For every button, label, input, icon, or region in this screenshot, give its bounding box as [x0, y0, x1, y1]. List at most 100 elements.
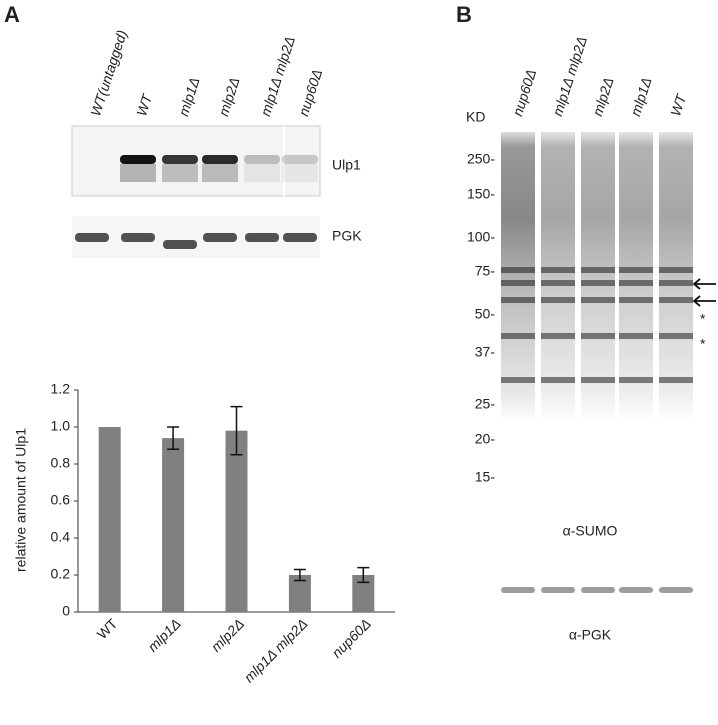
- band: [619, 280, 653, 286]
- y-tick-label: 0.6: [51, 492, 71, 508]
- marker-label: 100-: [467, 229, 495, 245]
- x-tick-label: nup60Δ: [329, 615, 374, 660]
- marker-label: 25-: [475, 396, 496, 412]
- smear: [120, 164, 156, 182]
- bar: [288, 575, 311, 612]
- band: [581, 333, 615, 339]
- blot-pgk: [72, 216, 320, 258]
- y-tick-label: 1.0: [51, 418, 71, 434]
- band: [581, 280, 615, 286]
- lane-label: mlp2Δ: [215, 75, 243, 118]
- y-tick-label: 1.2: [51, 381, 71, 397]
- blot-label: α-PGK: [569, 627, 612, 643]
- band: [163, 240, 197, 249]
- band: [619, 267, 653, 273]
- y-axis-label: relative amount of Ulp1: [13, 428, 29, 572]
- lane-label: mlp1Δ: [175, 75, 203, 118]
- x-tick-label: WT: [94, 615, 121, 642]
- arrows: [692, 278, 716, 307]
- unit-label: KD: [466, 109, 485, 125]
- lane: [619, 132, 653, 422]
- lane-label: mlp2Δ: [589, 75, 617, 118]
- lane-label: nup60Δ: [295, 67, 325, 118]
- bar: [162, 438, 185, 612]
- marker-label: 250-: [467, 151, 495, 167]
- band: [619, 587, 653, 593]
- marker-label: 75-: [475, 263, 496, 279]
- band: [501, 280, 535, 286]
- band: [619, 333, 653, 339]
- band: [202, 155, 238, 164]
- band: [121, 233, 155, 242]
- band: [541, 333, 575, 339]
- band: [541, 587, 575, 593]
- smear: [162, 164, 198, 182]
- band: [282, 155, 318, 164]
- smear: [244, 164, 280, 182]
- lane: [501, 132, 535, 422]
- band: [659, 267, 693, 273]
- x-tick-label: mlp1Δ: [144, 615, 183, 654]
- smear: [202, 164, 238, 182]
- band: [659, 297, 693, 303]
- band: [541, 267, 575, 273]
- band: [581, 297, 615, 303]
- error-bar: [293, 568, 306, 582]
- marker-label: 150-: [467, 186, 495, 202]
- lane-label: mlp1Δ mlp2Δ: [549, 34, 590, 118]
- band: [581, 377, 615, 383]
- lane-label: mlp1Δ mlp2Δ: [257, 34, 298, 118]
- marker-label: 15-: [475, 469, 496, 485]
- lane-label: WT: [667, 91, 689, 118]
- band: [501, 267, 535, 273]
- band: [203, 233, 237, 242]
- lane-label: mlp1Δ: [627, 75, 655, 118]
- band: [619, 377, 653, 383]
- band: [501, 377, 535, 383]
- band: [245, 233, 279, 242]
- blot-label: Ulp1: [332, 157, 361, 173]
- band: [659, 333, 693, 339]
- lane-label: nup60Δ: [509, 67, 539, 118]
- band: [501, 333, 535, 339]
- band: [541, 280, 575, 286]
- band: [541, 297, 575, 303]
- y-tick-label: 0.4: [51, 529, 71, 545]
- error-bar: [357, 566, 370, 584]
- band: [659, 587, 693, 593]
- band: [501, 587, 535, 593]
- error-bar: [230, 405, 243, 456]
- band: [619, 297, 653, 303]
- x-tick-label: mlp1Δ mlp2Δ: [241, 615, 311, 685]
- smear: [282, 164, 318, 182]
- marker-label: 37-: [475, 344, 496, 360]
- x-tick-label: mlp2Δ: [208, 615, 247, 654]
- blot-label: PGK: [332, 228, 362, 244]
- band: [541, 377, 575, 383]
- panel-label: B: [456, 2, 472, 27]
- asterisk: *: [700, 311, 706, 327]
- lane: [541, 132, 575, 422]
- band: [659, 377, 693, 383]
- lane-label: WT(untagged): [87, 28, 130, 118]
- band: [283, 233, 317, 242]
- y-tick-label: 0.8: [51, 455, 71, 471]
- asterisk: *: [700, 336, 706, 352]
- blot-label: α-SUMO: [563, 523, 618, 539]
- y-tick-label: 0.2: [51, 566, 71, 582]
- panel-label: A: [4, 2, 20, 27]
- bar: [98, 427, 121, 612]
- lane: [581, 132, 615, 422]
- marker-label: 50-: [475, 306, 496, 322]
- lane-label: WT: [133, 91, 155, 118]
- error-bar: [167, 426, 180, 450]
- y-tick-label: 0: [62, 603, 70, 619]
- bar: [225, 430, 248, 612]
- band: [120, 155, 156, 164]
- band: [75, 233, 109, 242]
- lane: [659, 132, 693, 422]
- band: [581, 587, 615, 593]
- band: [581, 267, 615, 273]
- band: [244, 155, 280, 164]
